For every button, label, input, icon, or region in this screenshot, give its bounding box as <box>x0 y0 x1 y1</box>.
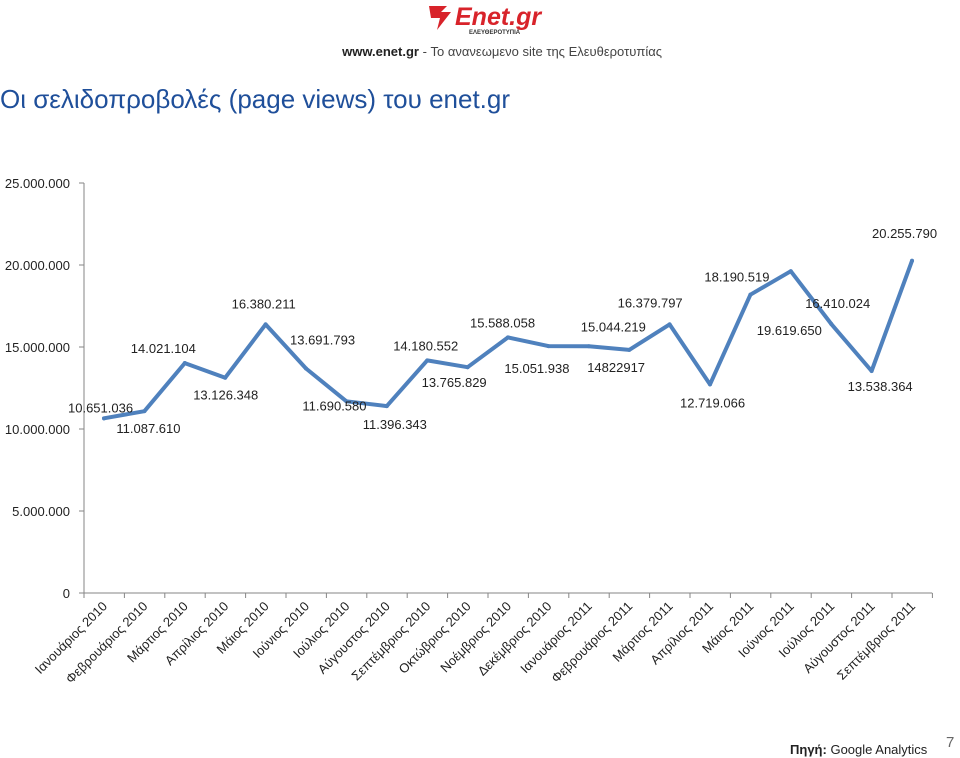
data-label: 19.619.650 <box>757 323 822 338</box>
data-point <box>465 365 470 370</box>
data-label: 10.651.036 <box>68 400 133 415</box>
data-point <box>102 416 106 421</box>
data-label: 12.719.066 <box>680 395 745 410</box>
data-labels: 10.651.036 11.087.610 14.021.104 13.126.348… <box>68 226 937 436</box>
y-axis: 0 5.000.000 10.000.000 15.000.000 20.000.000… <box>5 176 85 601</box>
y-tick-label: 25.000.000 <box>5 176 70 191</box>
data-point <box>627 347 632 352</box>
data-label: 16.379.797 <box>618 295 683 310</box>
data-point <box>506 335 510 340</box>
data-label: 13.538.364 <box>848 379 913 394</box>
y-tick-label: 10.000.000 <box>5 422 70 437</box>
page-title: Οι σελιδοπροβολές (page views) του enet.… <box>0 84 511 114</box>
source-label: Πηγή: <box>790 742 827 757</box>
data-label: 11.087.610 <box>116 421 180 436</box>
site-url[interactable]: www.enet.gr <box>342 44 419 59</box>
data-label: 16.380.211 <box>232 296 296 311</box>
data-point <box>263 322 268 327</box>
data-label: 15.044.219 <box>581 319 646 334</box>
site-tagline: - Το ανανεωμενο site της Ελευθεροτυπίας <box>418 44 662 59</box>
data-point <box>384 404 389 409</box>
x-tick-label: Δεκέμβριος 2010 <box>475 599 555 679</box>
x-tick-label: Οκτώβριος 2010 <box>396 599 474 677</box>
page-number: 7 <box>946 734 955 751</box>
data-label: 15.051.938 <box>504 361 569 376</box>
source-note: Πηγή: Google Analytics <box>790 742 927 757</box>
data-label: 11.396.343 <box>363 417 427 432</box>
x-tick-label: Σεπτέμβριος 2011 <box>834 599 918 683</box>
data-point <box>667 322 672 327</box>
data-point <box>142 409 147 414</box>
logo-text: Enet.gr <box>455 3 542 31</box>
data-point <box>788 269 793 274</box>
logo-runner-icon <box>429 6 451 30</box>
data-label: 20.255.790 <box>872 226 937 241</box>
data-point <box>182 361 187 366</box>
x-tick-label: Αύγουστος 2011 <box>800 599 878 677</box>
logo-subtext: ΕΛΕΥΘΕΡΟΤΥΠΙΑ <box>469 30 521 36</box>
y-tick-label: 0 <box>63 586 70 601</box>
data-label: 16.410.024 <box>805 296 870 311</box>
data-label: 14822917 <box>587 360 645 375</box>
data-label: 14.021.104 <box>131 341 196 356</box>
y-tick-label: 20.000.000 <box>5 258 70 273</box>
site-line: www.enet.gr - Το ανανεωμενο site της Ελε… <box>342 44 662 59</box>
data-label: 18.190.519 <box>704 270 769 285</box>
data-point <box>869 368 874 373</box>
data-label: 15.588.058 <box>470 315 535 330</box>
data-label: 11.690.580 <box>302 398 366 413</box>
data-point <box>829 321 834 326</box>
data-point <box>344 399 349 404</box>
series-pageviews <box>102 258 914 421</box>
data-point <box>910 258 914 263</box>
x-tick-label: Νοέμβριος 2010 <box>437 599 514 676</box>
x-tick-label: Ιανουάριος 2011 <box>517 599 595 677</box>
data-point <box>223 375 228 380</box>
data-label: 13.126.348 <box>193 388 258 403</box>
x-tick-label: Ιανουάριος 2010 <box>32 599 110 677</box>
enet-logo: Enet.gr ΕΛΕΥΘΕΡΟΤΥΠΙΑ <box>429 3 542 36</box>
data-label: 14.180.552 <box>393 338 458 353</box>
y-tick-label: 5.000.000 <box>12 504 70 519</box>
data-point <box>586 344 591 349</box>
data-point <box>425 358 430 363</box>
data-point <box>748 292 753 297</box>
y-tick-label: 15.000.000 <box>5 340 70 355</box>
data-point <box>546 344 551 349</box>
data-label: 13.765.829 <box>422 375 487 390</box>
data-point <box>708 382 712 387</box>
source-value: Google Analytics <box>826 742 928 757</box>
data-label: 13.691.793 <box>290 332 355 347</box>
data-point <box>304 366 308 371</box>
x-tick-label: Αύγουστος 2010 <box>315 599 393 677</box>
